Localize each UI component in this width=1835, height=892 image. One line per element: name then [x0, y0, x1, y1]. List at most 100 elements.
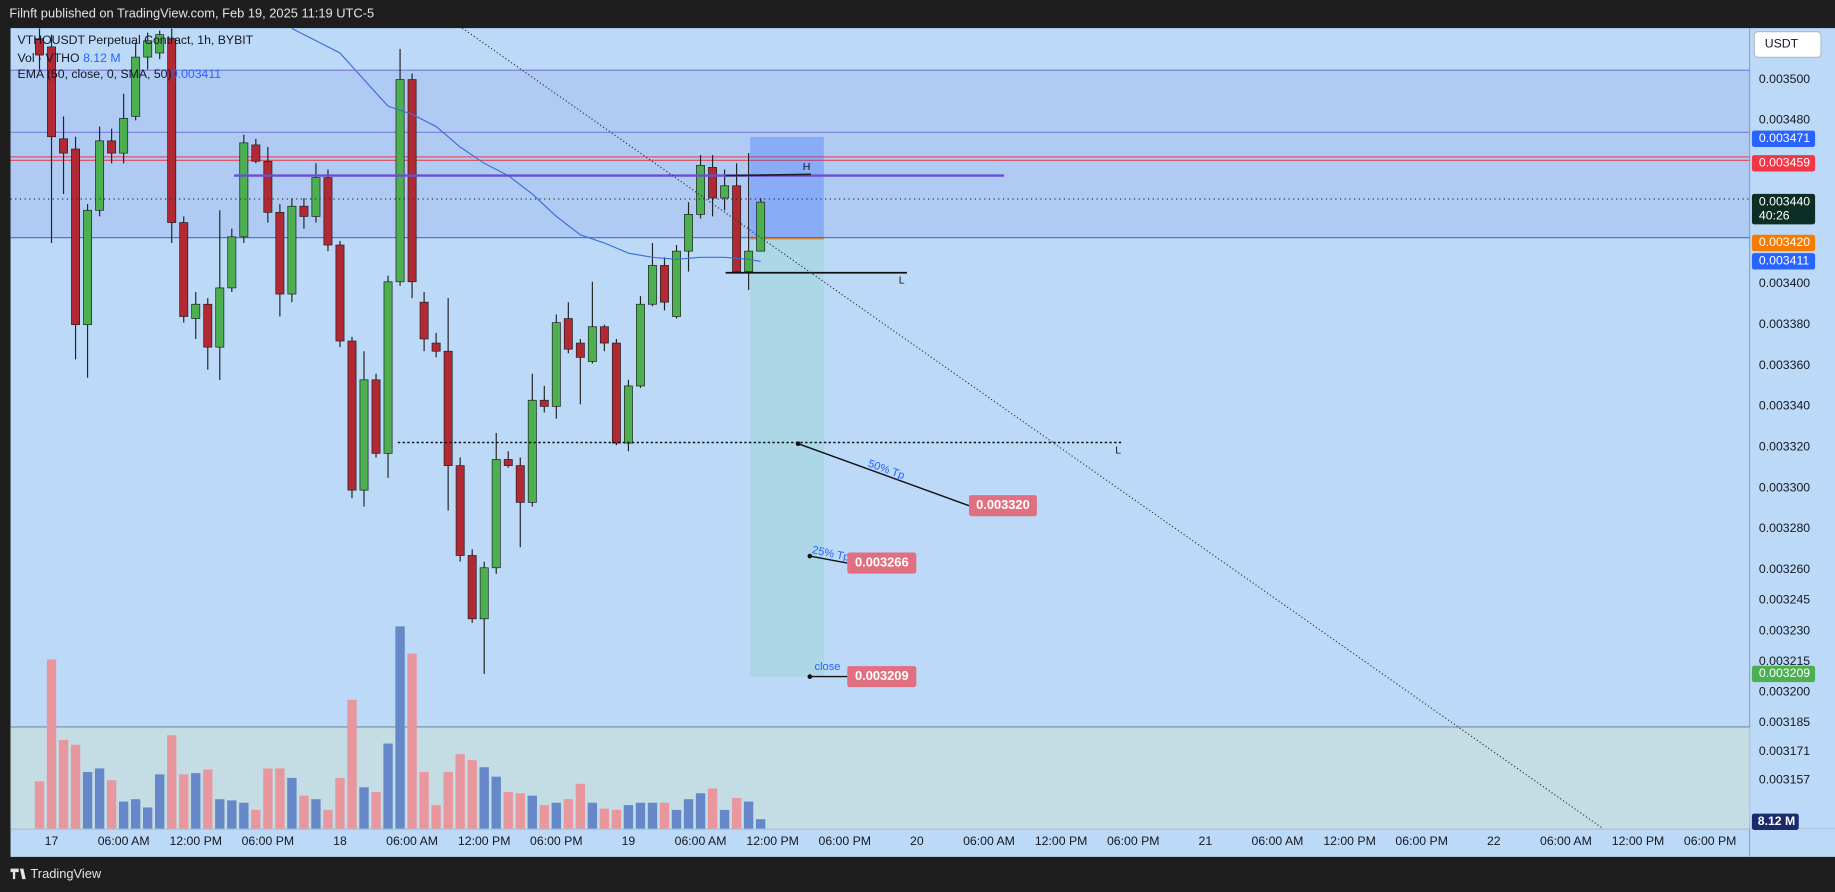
volume-bar: [323, 809, 333, 829]
candle-body: [227, 236, 237, 289]
candle-body: [720, 185, 730, 199]
x-tick-label: 06:00 PM: [242, 834, 295, 848]
x-tick-label: 06:00 AM: [98, 834, 150, 848]
volume-bar: [563, 799, 574, 829]
tp-badge: [968, 495, 1037, 517]
volume-bar: [719, 809, 730, 829]
x-tick-label: 12:00 PM: [1035, 834, 1088, 848]
volume-bar: [371, 792, 381, 829]
volume-bar: [46, 659, 57, 829]
volume-bar: [599, 808, 610, 829]
y-tick-label: 0.003320: [1759, 439, 1810, 453]
x-tick-label: 06:00 PM: [819, 834, 872, 848]
volume-bar: [623, 805, 634, 829]
brand-logo: [10, 868, 26, 880]
y-tick-label: 0.003215: [1759, 654, 1810, 668]
candle-body: [660, 265, 669, 303]
currency-button[interactable]: [1753, 31, 1822, 58]
volume-bar: [58, 739, 69, 829]
y-tick-label: 0.003500: [1759, 72, 1810, 86]
tp-badge: [847, 666, 917, 688]
volume-bar: [707, 788, 718, 829]
volume-bar: [275, 768, 285, 829]
candle-body: [215, 287, 225, 348]
volume-bar: [215, 799, 225, 829]
level-label: L: [1115, 444, 1121, 456]
candle-body: [203, 303, 213, 348]
y-tick-label: 0.003400: [1759, 276, 1810, 290]
tp-badge-label: 0.003266: [855, 554, 909, 569]
volume-bar: [251, 809, 261, 829]
volume-bar: [130, 799, 141, 829]
volume-bar: [695, 793, 706, 829]
y-tick-label: 0.003300: [1759, 480, 1810, 494]
x-tick-label: 06:00 PM: [530, 834, 583, 848]
volume-bar: [611, 809, 622, 829]
x-tick-label: 21: [1199, 834, 1213, 848]
price-badge: [1751, 130, 1816, 147]
volume-bar: [479, 767, 489, 829]
candle-body: [636, 303, 645, 387]
volume-badge-label: 8.12 M: [1758, 814, 1795, 828]
candle-body: [431, 342, 441, 352]
tp-text: close: [815, 661, 841, 673]
volume-bar: [683, 799, 694, 829]
volume-bar: [335, 777, 345, 829]
candle-body: [395, 79, 405, 283]
currency-label[interactable]: USDT: [1765, 37, 1799, 51]
time-axis: [10, 828, 1835, 857]
candle-body: [419, 301, 429, 340]
candle-body: [83, 209, 93, 326]
candle-body: [455, 465, 465, 556]
candle-body: [35, 38, 44, 56]
tp-badge-label: 0.003320: [976, 497, 1030, 512]
price-badge-label: 0.003420: [1759, 235, 1810, 249]
x-tick-label: 06:00 PM: [1684, 834, 1737, 848]
volume-bar: [743, 801, 754, 829]
volume-bar: [203, 769, 213, 829]
y-tick-label: 0.003157: [1759, 772, 1810, 786]
volume-layer: [34, 626, 766, 829]
candle-body: [371, 379, 381, 454]
x-tick-label: 06:00 PM: [1107, 834, 1160, 848]
candle-body: [611, 342, 621, 444]
x-tick-label: 17: [45, 834, 59, 848]
y-tick-label: 0.003360: [1759, 358, 1810, 372]
trend-line: [461, 27, 1604, 830]
candle-body: [107, 140, 117, 154]
x-tick-label: 22: [1487, 834, 1501, 848]
candle-body: [263, 160, 273, 213]
candle-body: [491, 459, 501, 569]
tp-point: [807, 553, 813, 559]
candle-body: [383, 281, 393, 454]
volume-legend: Vol · VTHO: [18, 51, 80, 65]
volume-bar: [755, 819, 766, 829]
tp-point: [795, 441, 801, 446]
volume-bar: [515, 793, 525, 829]
y-tick-label: 0.003200: [1759, 685, 1810, 699]
volume-bar: [575, 783, 586, 829]
candle-body: [143, 40, 153, 58]
candle-body: [696, 165, 705, 215]
x-tick-label: 06:00 AM: [1252, 834, 1304, 848]
level-label: L: [899, 275, 905, 287]
candle-body: [575, 342, 585, 358]
volume-bar: [635, 802, 646, 829]
candle-body: [732, 185, 742, 272]
price-badge: [1751, 665, 1816, 683]
volume-bar: [491, 776, 501, 829]
x-tick-label: 12:00 PM: [746, 834, 799, 848]
volume-bar: [527, 795, 537, 829]
volume-bar: [731, 798, 742, 829]
y-tick-label: 0.003185: [1759, 715, 1810, 729]
x-tick-label: 06:00 AM: [675, 834, 727, 848]
price-badge-label: 0.003459: [1759, 156, 1810, 170]
price-axis: 0.003500 0.003480 0.003400 0.003380 0.003360…: [1751, 72, 1816, 830]
candle-body: [648, 265, 657, 305]
candle-body: [311, 177, 321, 217]
volume-bar: [311, 799, 321, 829]
price-badge: [1751, 155, 1816, 172]
price-badge-label: 0.003411: [1759, 254, 1809, 268]
